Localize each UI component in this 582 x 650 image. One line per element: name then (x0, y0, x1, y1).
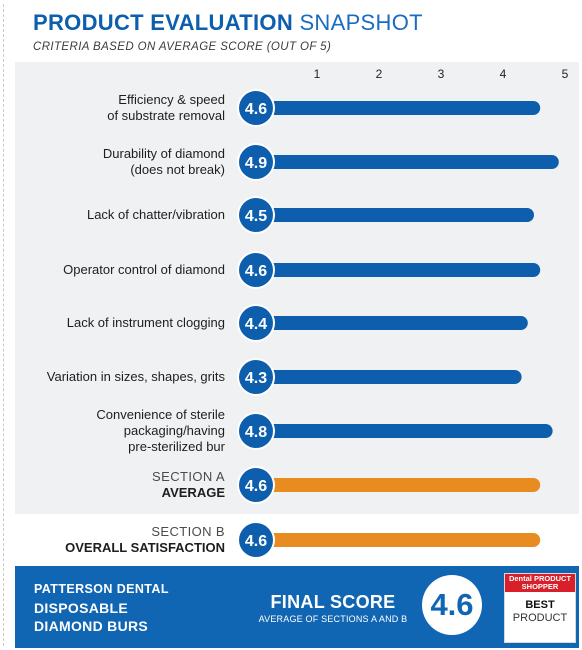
value-badge (239, 306, 273, 340)
criterion-label: SECTION B OVERALL SATISFACTION (65, 524, 225, 556)
bar (258, 370, 522, 384)
criterion-label: Efficiency & speed of substrate removal (107, 92, 225, 124)
value-label: 4.6 (245, 101, 267, 118)
product-info: PATTERSON DENTAL DISPOSABLE DIAMOND BURS (34, 582, 169, 635)
value-label: 4.6 (245, 478, 267, 495)
product-name: DISPOSABLE DIAMOND BURS (34, 599, 169, 635)
title-strong: PRODUCT EVALUATION (33, 10, 294, 35)
criterion-label-line: of substrate removal (107, 108, 225, 123)
x-tick-label: 2 (376, 67, 383, 81)
value-label: 4.5 (245, 208, 267, 225)
value-badge (239, 91, 273, 125)
value-label: 4.3 (245, 370, 267, 387)
criterion-label-line: Lack of instrument clogging (66, 315, 225, 330)
criterion-label-line: OVERALL SATISFACTION (65, 540, 225, 555)
value-badge (239, 253, 273, 287)
header: PRODUCT EVALUATION SNAPSHOT CRITERIA BAS… (33, 10, 573, 53)
final-score-title: FINAL SCORE (270, 592, 396, 612)
criterion-label-line: (does not break) (130, 162, 225, 177)
page-title: PRODUCT EVALUATION SNAPSHOT (33, 10, 573, 36)
bar (258, 263, 541, 277)
best-product-best: BEST (525, 599, 555, 611)
value-label: 4.6 (245, 533, 267, 550)
value-badge (239, 145, 273, 179)
criterion-label: Convenience of sterile packaging/having pr… (96, 407, 225, 455)
x-tick-label: 1 (314, 67, 321, 81)
value-badge (239, 468, 273, 502)
best-product-product: PRODUCT (512, 612, 568, 624)
value-badge (239, 198, 273, 232)
criterion-label-line: SECTION B (151, 524, 225, 539)
value-badge (239, 523, 273, 557)
page-subtitle: CRITERIA BASED ON AVERAGE SCORE (OUT OF … (33, 41, 332, 53)
final-score: FINAL SCORE AVERAGE OF SECTIONS A AND B (252, 592, 414, 624)
criterion-label-line: pre-sterilized bur (128, 439, 225, 454)
evaluation-chart: 1 2 3 4 5 4.6 4.9 4.5 4.6 4.4 4.3 4.8 4.6 4.6 (237, 67, 569, 559)
product-line-2: DIAMOND BURS (34, 618, 149, 634)
value-badge (239, 360, 273, 394)
criterion-label-line: AVERAGE (161, 485, 225, 500)
criterion-label-line: Convenience of sterile (96, 407, 225, 422)
criterion-label: Lack of chatter/vibration (87, 207, 225, 223)
criterion-label-line: Variation in sizes, shapes, grits (46, 369, 225, 384)
criterion-label: Variation in sizes, shapes, grits (47, 369, 225, 385)
final-score-value: 4.6 (422, 575, 482, 635)
title-light: SNAPSHOT (299, 10, 423, 35)
criteria-panel (15, 62, 579, 514)
criterion-label-line: Efficiency & speed (118, 92, 225, 107)
value-label: 4.4 (245, 316, 267, 333)
page-border (3, 4, 4, 646)
criterion-label-line: Operator control of diamond (63, 262, 225, 277)
value-badge (239, 414, 273, 448)
bar (258, 316, 528, 330)
criterion-label-line: SECTION A (152, 469, 225, 484)
footer-bar: PATTERSON DENTAL DISPOSABLE DIAMOND BURS… (15, 566, 579, 648)
bar (258, 101, 541, 115)
criterion-label-line: Durability of diamond (102, 146, 225, 161)
final-score-subtitle: AVERAGE OF SECTIONS A AND B (258, 614, 408, 624)
bar (258, 478, 541, 492)
bar (258, 533, 541, 547)
x-tick-label: 5 (562, 67, 569, 81)
criterion-label: Durability of diamond (does not break) (103, 146, 225, 178)
bar (258, 424, 553, 438)
best-product-logo: Dental PRODUCT SHOPPER (505, 574, 575, 592)
product-line-1: DISPOSABLE (34, 600, 129, 616)
brand-name: PATTERSON DENTAL (34, 582, 169, 596)
x-tick-label: 3 (438, 67, 445, 81)
bar (258, 208, 534, 222)
criterion-label: Lack of instrument clogging (67, 315, 225, 331)
criterion-label-line: packaging/having (123, 423, 225, 438)
criterion-label: Operator control of diamond (63, 262, 225, 278)
best-product-badge: Dental PRODUCT SHOPPER BEST PRODUCT (504, 573, 576, 643)
criterion-label: SECTION A AVERAGE (152, 469, 225, 501)
bar (258, 155, 559, 169)
value-label: 4.6 (245, 263, 267, 280)
value-label: 4.9 (245, 155, 267, 172)
value-label: 4.8 (245, 424, 267, 441)
x-tick-label: 4 (500, 67, 507, 81)
criterion-label-line: Lack of chatter/vibration (86, 207, 225, 222)
